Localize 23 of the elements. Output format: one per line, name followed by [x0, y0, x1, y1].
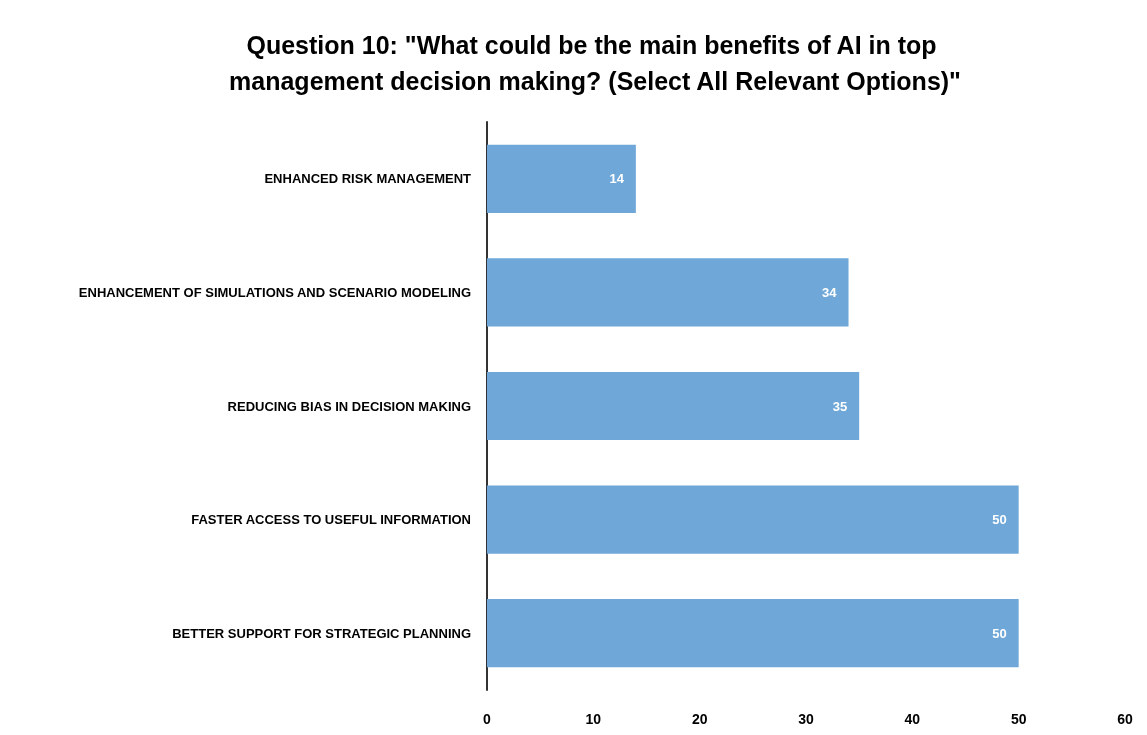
y-tick-label: ENHANCEMENT OF SIMULATIONS AND SCENARIO MODELING	[78, 284, 471, 300]
x-tick-label: 50	[1010, 711, 1027, 727]
data-label: 50	[992, 625, 1007, 641]
bar	[487, 371, 860, 441]
y-tick-label: REDUCING BIAS IN DECISION MAKING	[227, 398, 471, 414]
data-label: 14	[609, 171, 625, 187]
data-label: 34	[822, 284, 838, 300]
data-label: 50	[992, 512, 1007, 528]
bar	[487, 258, 849, 327]
bar	[487, 485, 1019, 554]
x-tick-label: 60	[1117, 711, 1133, 727]
bar	[487, 144, 636, 213]
x-tick-label: 40	[904, 711, 921, 727]
data-label: 35	[832, 398, 848, 414]
x-tick-label: 0	[483, 711, 492, 727]
chart-title: Question 10: "What could be the main benefits of AI in top management decision making? (Select All Relevant Options)"	[229, 31, 961, 95]
y-tick-label: ENHANCED RISK MANAGEMENT	[264, 171, 472, 187]
y-tick-label: BETTER SUPPORT FOR STRATEGIC PLANNING	[172, 625, 471, 641]
x-tick-label: 20	[691, 711, 708, 727]
x-tick-label: 10	[585, 711, 602, 727]
y-tick-label: FASTER ACCESS TO USEFUL INFORMATION	[191, 512, 471, 528]
x-tick-label: 30	[798, 711, 814, 727]
bar	[487, 599, 1019, 668]
